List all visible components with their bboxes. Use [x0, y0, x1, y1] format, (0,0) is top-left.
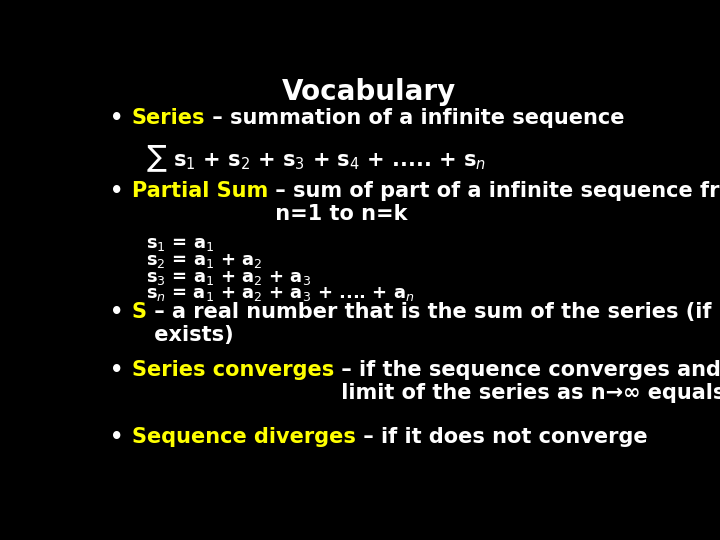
Text: S: S: [132, 302, 147, 322]
Text: Series: Series: [132, 109, 205, 129]
Text: •: •: [109, 109, 123, 129]
Text: Partial Sum: Partial Sum: [132, 181, 268, 201]
Text: – a real number that is the sum of the series (if it
 exists): – a real number that is the sum of the s…: [147, 302, 720, 345]
Text: s$_1$ = a$_1$: s$_1$ = a$_1$: [145, 235, 214, 253]
Text: Vocabulary: Vocabulary: [282, 78, 456, 106]
Text: Series converges: Series converges: [132, 360, 334, 380]
Text: – if the sequence converges and the
 limit of the series as n→∞ equals a real nu: – if the sequence converges and the limi…: [334, 360, 720, 403]
Text: •: •: [109, 360, 123, 380]
Text: s$_n$ = a$_1$ + a$_2$ + a$_3$ + .... + a$_n$: s$_n$ = a$_1$ + a$_2$ + a$_3$ + .... + a…: [145, 285, 415, 303]
Text: $\sum$ s$_1$ + s$_2$ + s$_3$ + s$_4$ + ..... + s$_n$: $\sum$ s$_1$ + s$_2$ + s$_3$ + s$_4$ + .…: [145, 144, 486, 174]
Text: – if it does not converge: – if it does not converge: [356, 427, 647, 447]
Text: s$_2$ = a$_1$ + a$_2$: s$_2$ = a$_1$ + a$_2$: [145, 252, 262, 270]
Text: •: •: [109, 427, 123, 447]
Text: •: •: [109, 181, 123, 201]
Text: – sum of part of a infinite sequence from
 n=1 to n=k: – sum of part of a infinite sequence fro…: [268, 181, 720, 225]
Text: •: •: [109, 302, 123, 322]
Text: s$_3$ = a$_1$ + a$_2$ + a$_3$: s$_3$ = a$_1$ + a$_2$ + a$_3$: [145, 268, 311, 287]
Text: – summation of a infinite sequence: – summation of a infinite sequence: [205, 109, 625, 129]
Text: Sequence diverges: Sequence diverges: [132, 427, 356, 447]
